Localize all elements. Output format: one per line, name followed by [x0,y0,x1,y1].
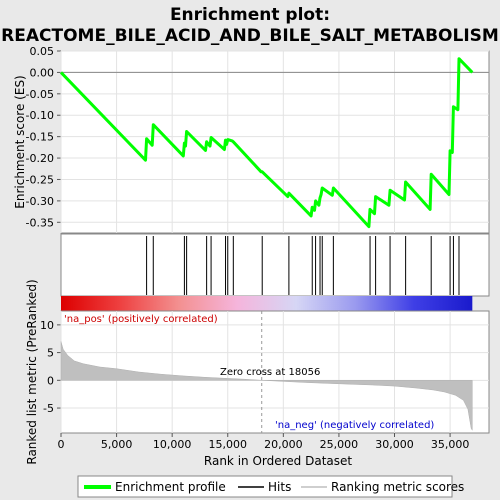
legend-label-profile: Enrichment profile [115,480,226,494]
x-tick-labels: 0 5,000 10,000 15,000 20,000 25,000 30,000 35,0… [58,433,470,451]
es-tick-label: -0.10 [26,109,54,122]
rank-color-bar [61,296,473,311]
es-tick-label: 0.00 [30,66,55,79]
metric-tick-labels: 10 5 0 -5 [40,319,54,415]
x-tick-label: 10,000 [153,438,192,451]
pos-label: 'na_pos' (positively correlated) [64,314,218,325]
es-tick-labels: 0.05 0.00 -0.05 -0.10 -0.15 -0.20 -0.25 -0.30 -0… [26,45,54,229]
metric-tick-label: 5 [47,347,54,360]
x-tick-label: 5,000 [101,438,133,451]
hits-panel [60,233,490,297]
metric-y-axis-label: Ranked list metric (PreRanked) [25,279,39,464]
x-tick-label: 35,000 [431,438,470,451]
zero-cross-label: Zero cross at 18056 [220,367,320,378]
es-grid [57,50,489,233]
metric-tick-label: -5 [43,402,54,415]
metric-fill-group [60,341,473,432]
x-tick-label: 30,000 [375,438,414,451]
x-tick-label: 20,000 [264,438,303,451]
metric-tick-label: 10 [40,319,54,332]
enrichment-profile-line [59,57,474,229]
x-axis-label: Rank in Ordered Dataset [204,454,352,468]
chart-title-line-1: Enrichment plot: [170,5,330,25]
chart-title-line-2: REACTOME_BILE_ACID_AND_BILE_SALT_METABOL… [1,26,499,46]
es-tick-label: -0.15 [26,131,54,144]
es-tick-label: -0.35 [26,216,54,229]
es-tick-label: -0.25 [26,173,54,186]
hit-marks [146,236,460,295]
es-tick-label: -0.30 [26,195,54,208]
x-tick-label: 0 [58,438,65,451]
legend-label-hits: Hits [268,480,291,494]
legend-box [77,475,453,498]
ranking-metric-area [60,341,473,432]
x-tick-label: 25,000 [320,438,359,451]
metric-tick-label: 0 [47,374,54,387]
x-tick-label: 15,000 [209,438,248,451]
es-panel [60,50,490,234]
es-line-group [59,57,474,229]
es-tick-label: -0.20 [26,152,54,165]
es-tick-label: 0.05 [30,45,55,58]
es-tick-label: -0.05 [26,88,54,101]
legend-label-metric: Ranking metric scores [331,480,464,494]
neg-label: 'na_neg' (negatively correlated) [275,420,434,431]
es-y-axis-label: Enrichment score (ES) [13,75,27,208]
